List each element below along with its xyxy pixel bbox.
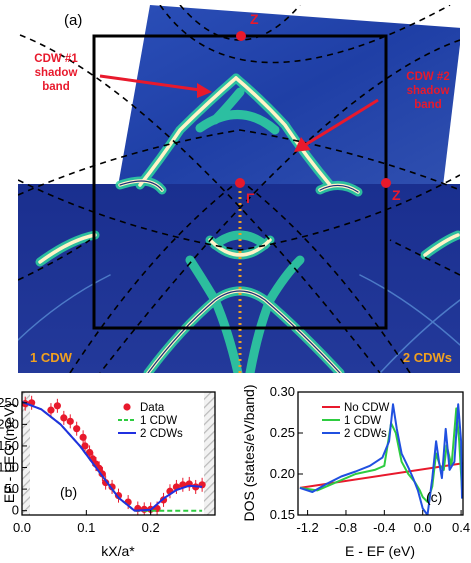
- y-tick-label: 50: [5, 481, 19, 496]
- legend-label-1-cdw: 1 CDW: [140, 415, 177, 427]
- annotation-arrows: [99, 74, 379, 152]
- panel-a: [18, 5, 460, 373]
- panel-c: -1.2 -0.8 -0.4 0.0 0.4 0.15 0.20 0.25 0.30 No CD…: [241, 384, 470, 559]
- point-data: [53, 402, 61, 410]
- panel-c-xlabel: E - EF (eV): [345, 543, 415, 559]
- panel-a-label: (a): [64, 12, 82, 29]
- point-data: [60, 414, 68, 422]
- panel-b-frame: [21, 391, 216, 516]
- y-tick-label: 0.20: [270, 466, 295, 481]
- y-tick-label: 0.25: [270, 425, 295, 440]
- panel-c-series: [299, 403, 463, 515]
- cdw1-annotation: CDW #1 shadow band: [34, 53, 78, 93]
- x-tick-label: 0.0: [414, 520, 432, 535]
- point-data: [85, 448, 94, 457]
- point-data: [79, 433, 87, 441]
- hatch-right: [204, 392, 215, 515]
- gamma-point-marker: [235, 178, 245, 188]
- y-tick-label: 250: [0, 395, 19, 410]
- y-tick-label: 0.15: [270, 507, 295, 522]
- point-data: [73, 425, 81, 433]
- hatch-left: [22, 392, 30, 515]
- cdw2-line2: shadow: [407, 85, 450, 97]
- point-data: [81, 442, 89, 450]
- dashed-curves: [18, 5, 460, 373]
- point-data: [66, 417, 74, 425]
- legend-label-1-cdw: 1 CDW: [344, 415, 381, 427]
- point-data: [47, 406, 55, 414]
- y-tick-label: 100: [0, 460, 19, 475]
- x-tick-label: 0.0: [13, 520, 31, 535]
- x-tick-label: -1.2: [296, 520, 318, 535]
- cdw2-annotation: CDW #2 shadow band: [406, 71, 449, 111]
- panel-c-ylabel: DOS (states/eV/band): [241, 385, 257, 522]
- z-point-right-label: Z: [392, 187, 401, 203]
- y-tick-label: 200: [0, 416, 19, 431]
- panel-c-tag: (c): [426, 489, 442, 505]
- panel-b-axes: 0.0 0.1 0.2 0 50 100 150 200 250: [0, 395, 160, 535]
- panel-b-xlabel: kX/a*: [101, 543, 135, 559]
- y-tick-label: 150: [0, 438, 19, 453]
- arpes-map-top: [118, 5, 460, 186]
- panel-c-axes: -1.2 -0.8 -0.4 0.0 0.4 0.15 0.20 0.25 0.30: [270, 384, 470, 535]
- cdw1-line2: shadow: [35, 67, 78, 79]
- line-2-cdws: [22, 400, 203, 512]
- cdw1-line1: CDW #1: [34, 53, 78, 65]
- label-1cdw: 1 CDW: [30, 350, 73, 365]
- panel-c-frame: [297, 391, 464, 516]
- panel-b-ylabel: EF - LEG (meV): [1, 403, 17, 503]
- x-tick-label: -0.4: [373, 520, 395, 535]
- arpes-map-bottom: [18, 184, 460, 373]
- z-point-right-marker: [381, 178, 391, 188]
- gamma-point-label: Γ: [246, 190, 255, 206]
- panel-b-tag: (b): [60, 484, 77, 500]
- x-tick-label: 0.4: [452, 520, 470, 535]
- z-point-top-label: Z: [250, 11, 259, 27]
- legend-label-data: Data: [140, 402, 165, 414]
- band-features: [18, 73, 460, 373]
- legend-marker-data: [123, 403, 131, 411]
- line-2-cdws: [299, 403, 463, 515]
- cdw2-line1: CDW #2: [406, 71, 449, 83]
- legend-label-2-cdws: 2 CDWs: [140, 428, 183, 440]
- cdw1-line3: band: [42, 81, 69, 93]
- label-2cdws: 2 CDWs: [403, 350, 452, 365]
- x-tick-label: -0.8: [335, 520, 357, 535]
- x-tick-label: 0.1: [77, 520, 95, 535]
- legend-label-no-cdw: No CDW: [344, 402, 390, 414]
- z-point-top-marker: [236, 31, 246, 41]
- y-tick-label: 0: [12, 503, 19, 518]
- x-tick-label: 0.2: [142, 520, 160, 535]
- y-tick-label: 0.30: [270, 384, 295, 399]
- legend-label-2-cdws: 2 CDWs: [344, 428, 387, 440]
- cdw2-line3: band: [414, 99, 441, 111]
- panel-b-series: [22, 395, 206, 515]
